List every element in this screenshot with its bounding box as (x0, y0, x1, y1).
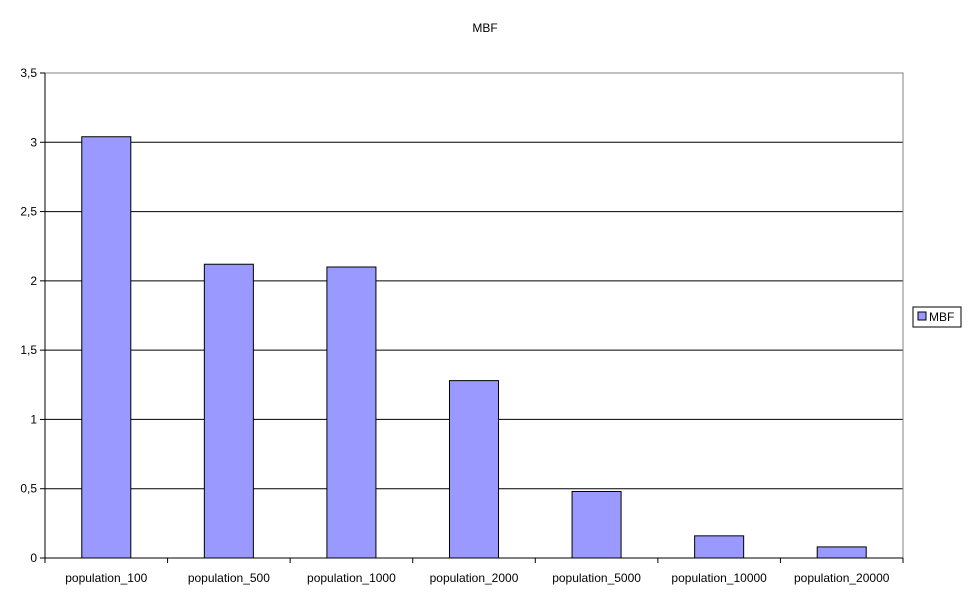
x-tick-label: population_10000 (671, 571, 767, 585)
x-tick-label: population_5000 (552, 571, 641, 585)
legend-label: MBF (929, 310, 954, 324)
bar-population_100 (81, 136, 132, 559)
x-tick-labels: population_100 population_500 population_1… (44, 558, 904, 585)
x-tick-label: population_500 (188, 571, 270, 585)
x-tick-label: population_20000 (794, 571, 890, 585)
bar-population_1000 (326, 266, 377, 559)
bar-population_5000 (571, 490, 622, 559)
gridlines (45, 141, 903, 490)
y-tick-label: 0 (30, 551, 37, 565)
legend: MBF (912, 306, 962, 328)
x-tick-label: population_2000 (430, 571, 519, 585)
legend-swatch (917, 311, 927, 321)
chart-title: MBF (472, 21, 497, 35)
bars (81, 136, 867, 559)
y-tick-label: 3 (30, 135, 37, 149)
bar-population_20000 (816, 546, 867, 559)
x-tick-label: population_100 (65, 571, 147, 585)
y-tick-label: 1,5 (20, 343, 37, 357)
y-tick-label: 2 (30, 274, 37, 288)
y-tick-label: 1 (30, 412, 37, 426)
y-tick-labels: 0 0,5 1 1,5 2 2,5 3 3,5 (20, 66, 45, 565)
y-tick-label: 2,5 (20, 205, 37, 219)
x-tick-label: population_1000 (307, 571, 396, 585)
y-tick-label: 3,5 (20, 66, 37, 80)
bar-population_500 (203, 263, 254, 559)
bar-population_10000 (694, 535, 745, 559)
bar-population_2000 (448, 380, 500, 559)
axes (44, 73, 903, 559)
y-tick-label: 0,5 (20, 482, 37, 496)
